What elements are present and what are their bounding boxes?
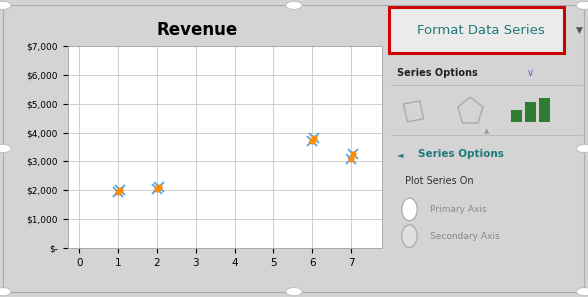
Circle shape [402,225,417,247]
Circle shape [576,1,588,10]
FancyBboxPatch shape [389,7,564,53]
Circle shape [0,287,11,296]
Text: Revenue: Revenue [156,21,238,39]
Circle shape [286,1,302,10]
Text: Plot Series On: Plot Series On [406,176,474,186]
Circle shape [576,144,588,153]
Circle shape [402,198,417,221]
FancyBboxPatch shape [511,110,522,122]
Text: Secondary Axis: Secondary Axis [430,232,499,241]
Text: Primary Axis: Primary Axis [430,205,486,214]
FancyBboxPatch shape [539,98,550,122]
Circle shape [0,1,11,10]
Text: ▼: ▼ [576,26,583,35]
Circle shape [286,287,302,296]
FancyBboxPatch shape [525,102,536,122]
Text: ◄: ◄ [397,150,404,159]
Text: Series Options: Series Options [417,149,503,159]
Circle shape [0,144,11,153]
Text: Format Data Series: Format Data Series [417,24,544,37]
Text: ▲: ▲ [484,128,489,134]
Circle shape [576,287,588,296]
Text: ∨: ∨ [527,68,534,78]
Text: Series Options: Series Options [397,68,478,78]
